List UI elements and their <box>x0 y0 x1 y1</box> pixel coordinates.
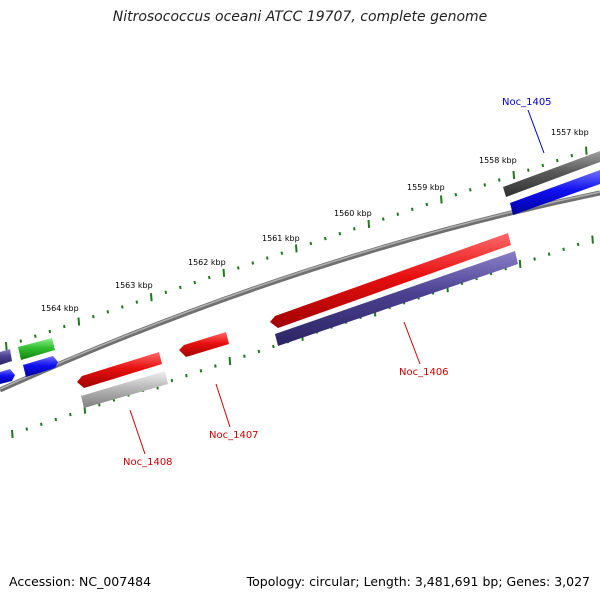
minor-tick <box>469 188 472 192</box>
minor-tick <box>170 378 174 383</box>
ruler-label: 1561 kbp <box>262 234 300 243</box>
ruler-label: 1560 kbp <box>334 209 372 218</box>
ruler-label: 1558 kbp <box>479 156 517 165</box>
minor-tick <box>266 256 269 260</box>
minor-tick <box>121 305 124 309</box>
minor-tick <box>570 153 574 158</box>
major-tick <box>591 235 594 244</box>
minor-tick <box>63 324 66 329</box>
gene-outer-blue[interactable] <box>510 170 600 215</box>
minor-tick <box>98 403 101 407</box>
minor-tick <box>541 163 545 168</box>
minor-tick <box>164 290 168 294</box>
minor-tick <box>562 247 565 251</box>
minor-tick <box>40 422 43 426</box>
accession-text: Accession: NC_007484 <box>9 574 152 589</box>
minor-tick <box>547 252 551 256</box>
minor-tick <box>280 251 284 255</box>
ruler-label: 1559 kbp <box>407 183 445 192</box>
minor-tick <box>199 369 203 373</box>
major-tick <box>440 195 443 204</box>
minor-tick <box>324 236 327 241</box>
minor-tick <box>309 241 313 246</box>
major-tick <box>222 268 226 277</box>
major-tick <box>585 146 588 155</box>
minor-tick <box>257 349 261 354</box>
minor-tick <box>425 202 429 207</box>
gene-left-blue-small[interactable] <box>0 369 15 384</box>
major-tick <box>518 259 522 268</box>
minor-tick <box>251 261 255 265</box>
gene-noc-1407[interactable] <box>179 332 229 357</box>
gene-left-purple[interactable] <box>0 349 12 365</box>
minor-tick <box>237 266 240 270</box>
minor-tick <box>69 412 72 417</box>
minor-tick <box>454 193 458 197</box>
major-tick <box>228 357 232 366</box>
major-tick <box>77 317 81 326</box>
minor-tick <box>25 427 29 431</box>
minor-tick <box>214 364 217 368</box>
minor-tick <box>498 178 501 182</box>
minor-tick <box>576 242 580 247</box>
minor-tick <box>34 334 37 338</box>
gene-label-noc-1405[interactable]: Noc_1405 <box>502 97 552 108</box>
gene-label-noc-1408[interactable]: Noc_1408 <box>123 457 173 468</box>
minor-tick <box>483 183 487 187</box>
minor-tick <box>527 168 530 172</box>
minor-tick <box>208 275 211 280</box>
major-tick <box>5 341 8 351</box>
minor-tick <box>533 257 536 261</box>
minor-tick <box>19 339 23 343</box>
leader-line <box>129 409 146 455</box>
leader-line <box>403 321 421 365</box>
gene-noc-1405[interactable] <box>503 151 600 197</box>
minor-tick <box>92 315 95 319</box>
minor-tick <box>382 217 385 221</box>
minor-tick <box>54 417 58 422</box>
gene-noc-1406-red[interactable] <box>270 233 511 328</box>
genome-backbone <box>0 190 600 393</box>
minor-tick <box>353 227 356 231</box>
map-title: Nitrosococcus oceani ATCC 19707, complet… <box>112 9 488 25</box>
gene-label-noc-1406[interactable]: Noc_1406 <box>399 367 449 378</box>
leader-line <box>527 109 545 154</box>
minor-tick <box>185 374 188 378</box>
genome-summary-text: Topology: circular; Length: 3,481,691 bp… <box>246 574 590 589</box>
major-tick <box>11 429 14 439</box>
major-tick <box>295 244 298 253</box>
minor-tick <box>243 354 246 358</box>
minor-tick <box>396 212 400 216</box>
minor-tick <box>338 232 342 236</box>
minor-tick <box>193 280 197 285</box>
minor-tick <box>411 207 414 211</box>
minor-tick <box>179 285 182 290</box>
ruler-label: 1564 kbp <box>41 304 79 313</box>
leader-line <box>215 383 231 428</box>
gene-noc-1408-red[interactable] <box>77 352 162 388</box>
minor-tick <box>106 310 110 314</box>
major-tick <box>367 219 371 228</box>
minor-tick <box>48 329 52 334</box>
ruler-label: 1563 kbp <box>115 281 153 290</box>
gene-noc-1408-gray[interactable] <box>81 371 168 408</box>
minor-tick <box>556 158 559 163</box>
major-tick <box>512 171 516 180</box>
gene-noc-1406-purple[interactable] <box>275 251 518 346</box>
gene-left-blue[interactable] <box>23 356 58 377</box>
gene-left-green[interactable] <box>18 338 55 360</box>
minor-tick <box>272 344 275 349</box>
major-tick <box>150 293 153 302</box>
minor-tick <box>135 300 139 304</box>
ruler-label: 1562 kbp <box>188 258 226 267</box>
outer-tick-ruler <box>5 146 588 351</box>
ruler-label: 1557 kbp <box>551 128 589 137</box>
gene-label-noc-1407[interactable]: Noc_1407 <box>209 430 259 441</box>
